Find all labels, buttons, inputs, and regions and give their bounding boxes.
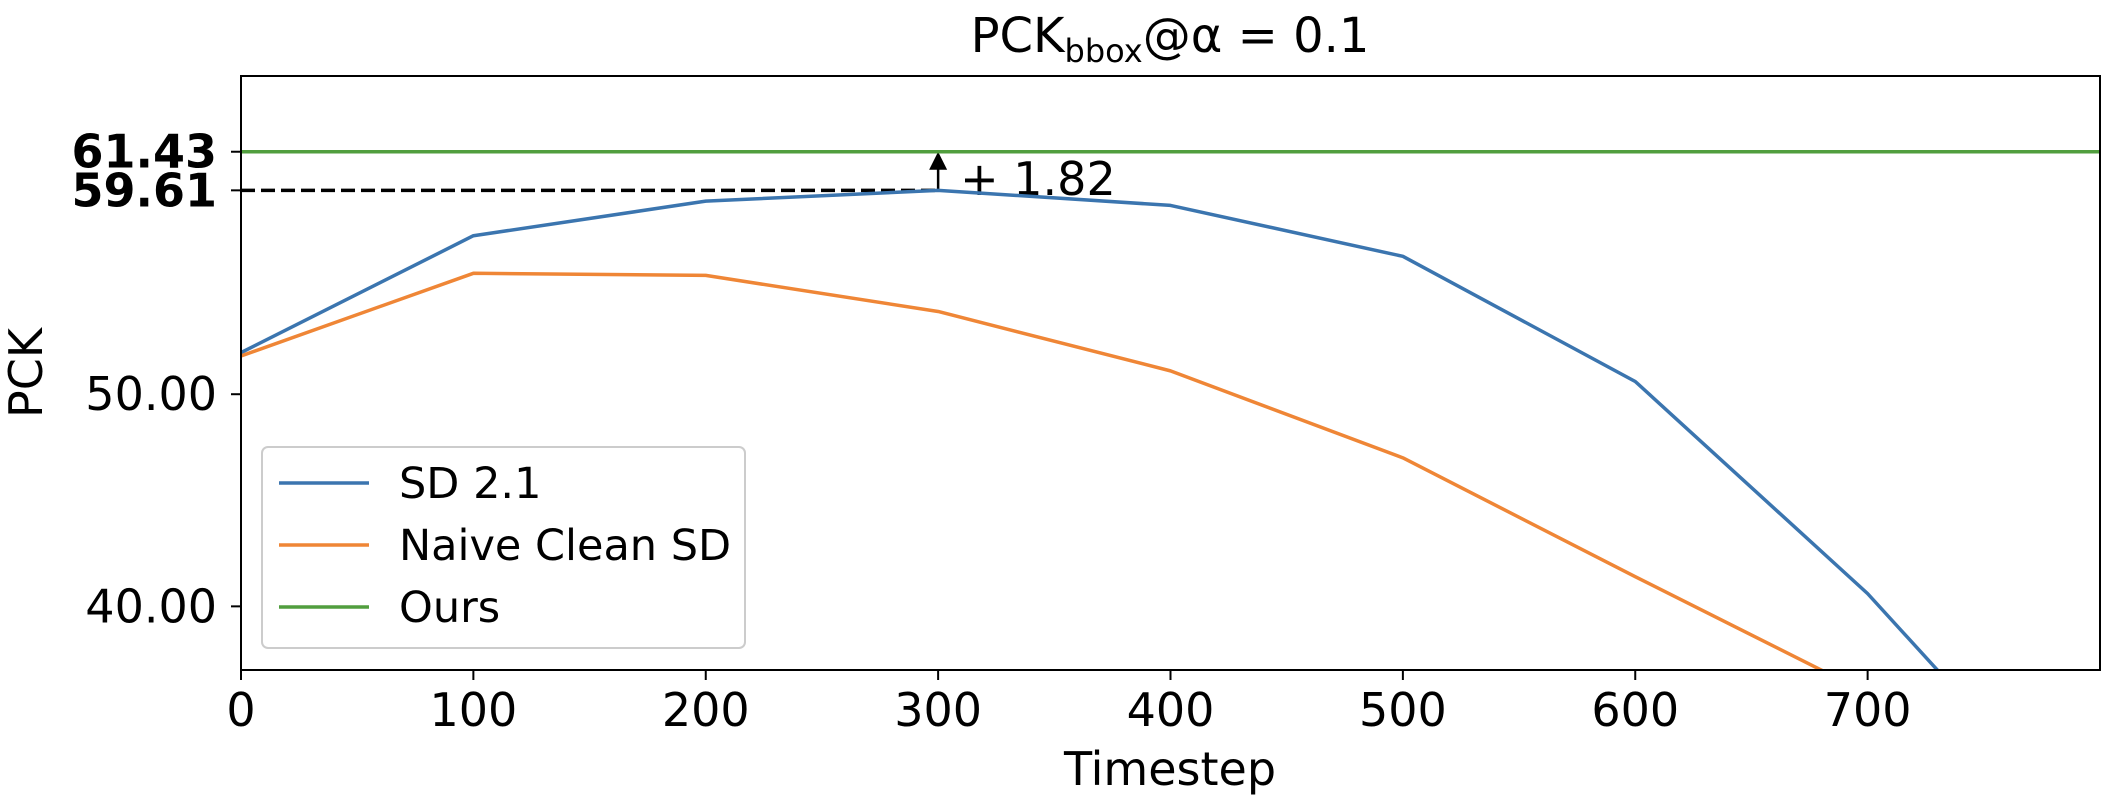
series-line — [241, 271, 1826, 670]
series-line — [241, 188, 1940, 670]
y-axis-label: PCK — [0, 326, 53, 418]
x-tick-label: 600 — [1591, 683, 1679, 737]
legend-label: SD 2.1 — [399, 459, 541, 509]
title-main: PCK — [971, 8, 1066, 64]
arrow-head — [929, 151, 948, 170]
x-tick-label: 700 — [1824, 683, 1912, 737]
y-tick-label: 61.43 — [71, 125, 217, 179]
legend-label: Ours — [399, 583, 500, 633]
legend-label: Naive Clean SD — [399, 521, 731, 571]
x-tick-label: 200 — [662, 683, 750, 737]
title-rest: @α = 0.1 — [1143, 8, 1370, 64]
plot-lines — [241, 149, 2100, 670]
chart-title: PCKbbox@α = 0.1 — [971, 8, 1370, 70]
title-sub: bbox — [1065, 32, 1143, 70]
x-tick-label: 400 — [1127, 683, 1215, 737]
plot-frame — [240, 75, 2101, 671]
x-tick-label: 0 — [226, 683, 255, 737]
x-tick-label: 300 — [894, 683, 982, 737]
x-tick-label: 500 — [1359, 683, 1447, 737]
y-tick-label: 50.00 — [85, 367, 217, 421]
y-tick-label: 40.00 — [85, 579, 217, 633]
x-axis-label: Timestep — [1063, 742, 1276, 796]
legend-box — [261, 446, 746, 649]
x-tick-label: 100 — [429, 683, 517, 737]
y-tick-label: 59.61 — [71, 163, 217, 217]
